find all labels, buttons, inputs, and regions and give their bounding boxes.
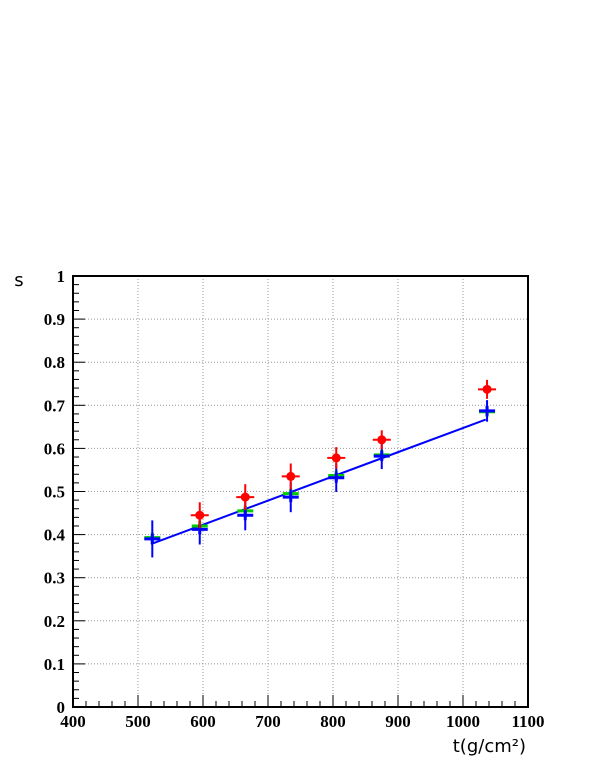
y-tick-label: 1 xyxy=(57,267,66,286)
data-point xyxy=(195,510,205,520)
fit-line xyxy=(150,418,487,546)
y-tick-label: 0.2 xyxy=(44,612,65,631)
y-tick-label: 0.7 xyxy=(44,396,66,415)
data-marks xyxy=(144,379,497,558)
grid-lines xyxy=(73,276,528,707)
x-tick-label: 600 xyxy=(190,712,216,731)
y-tick-label: 0.4 xyxy=(44,526,66,545)
data-point xyxy=(286,471,296,481)
x-tick-label: 900 xyxy=(385,712,411,731)
axis-ticks xyxy=(72,275,529,708)
y-axis-label: s xyxy=(14,270,23,291)
y-tick-labels: 0 0.1 0.2 0.3 0.4 0.5 0.6 0.7 0.8 0.9 1 xyxy=(44,267,66,717)
data-point xyxy=(377,435,387,445)
x-tick-label: 500 xyxy=(125,712,151,731)
y-tick-label: 0.5 xyxy=(44,483,65,502)
x-tick-label: 1000 xyxy=(446,712,480,731)
y-tick-label: 0.3 xyxy=(44,569,65,588)
y-tick-label: 0.9 xyxy=(44,310,65,329)
x-tick-label: 400 xyxy=(60,712,86,731)
y-tick-label: 0 xyxy=(57,698,66,717)
data-point xyxy=(331,453,341,463)
x-tick-label: 700 xyxy=(255,712,281,731)
y-tick-label: 0.8 xyxy=(44,353,65,372)
data-point xyxy=(240,492,250,502)
data-point xyxy=(482,384,492,394)
x-tick-label: 800 xyxy=(320,712,346,731)
plot-frame xyxy=(72,275,529,708)
x-tick-label: 1100 xyxy=(511,712,544,731)
x-axis-label: t(g/cm²) xyxy=(453,736,526,757)
y-tick-label: 0.1 xyxy=(44,655,65,674)
y-tick-label: 0.6 xyxy=(44,439,65,458)
x-tick-labels: 400 500 600 700 800 900 1000 1100 xyxy=(60,712,544,731)
